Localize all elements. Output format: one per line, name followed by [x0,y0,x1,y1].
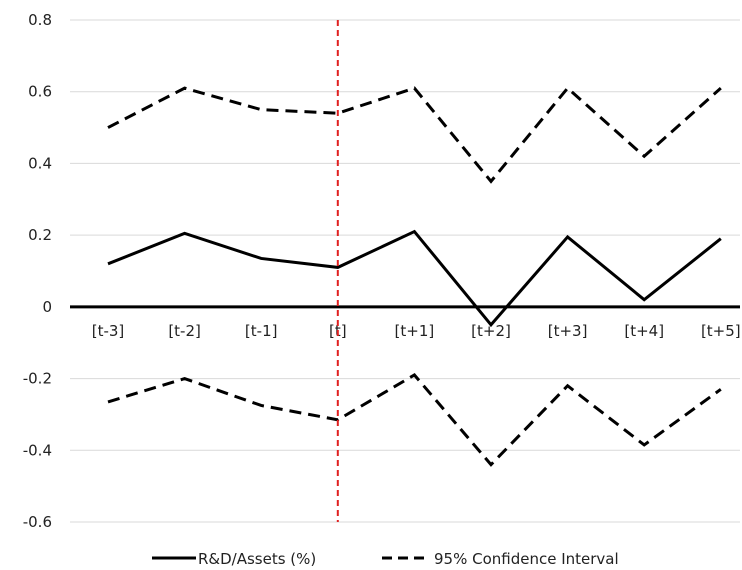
legend: R&D/Assets (%) 95% Confidence Interval [152,550,619,568]
y-tick-label: 0.4 [28,154,52,172]
y-axis-ticks: 0.8 0.6 0.4 0.2 0 -0.2 -0.4 -0.6 [23,11,52,531]
y-tick-label: 0 [42,298,52,316]
x-tick-label: [t-3] [92,322,125,340]
x-tick-label: [t+5] [701,322,741,340]
x-tick-label: [t+1] [395,322,435,340]
y-tick-label: -0.6 [23,513,52,531]
x-tick-label: [t+2] [471,322,511,340]
x-tick-label: [t-2] [168,322,201,340]
grid-lines [70,19,740,523]
y-tick-label: 0.2 [28,226,52,244]
legend-label: R&D/Assets (%) [198,550,316,568]
series-line [107,85,722,184]
x-tick-label: [t-1] [245,322,278,340]
x-axis-ticks: [t-3] [t-2] [t-1] [t] [t+1] [t+2] [t+3] [t+4] [t… [92,322,741,340]
series-lines [107,85,722,467]
legend-label: 95% Confidence Interval [434,550,619,568]
y-tick-label: 0.6 [28,83,52,101]
x-tick-label: [t+4] [624,322,664,340]
x-tick-label: [t+3] [548,322,588,340]
series-line [107,229,722,328]
y-tick-label: -0.2 [23,370,52,388]
series-line [107,373,722,467]
y-tick-label: -0.4 [23,441,52,459]
y-tick-label: 0.8 [28,11,52,29]
